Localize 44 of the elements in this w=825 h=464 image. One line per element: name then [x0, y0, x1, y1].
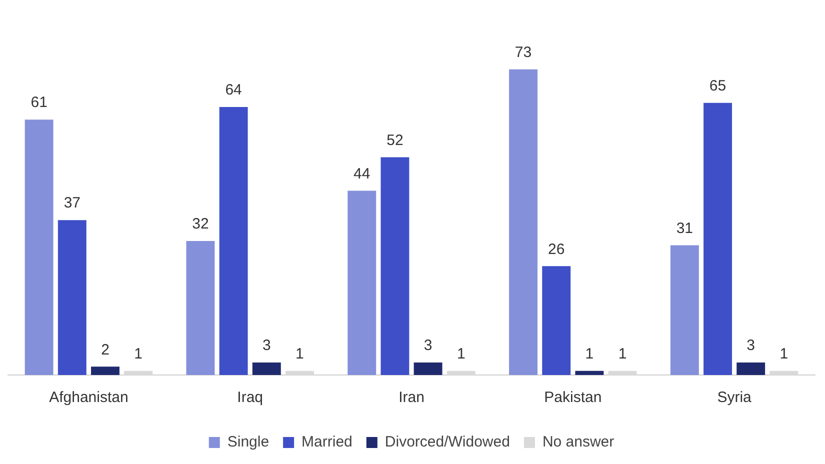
bar [704, 102, 732, 375]
bar [219, 107, 248, 375]
data-label: 1 [585, 345, 594, 362]
bar [509, 69, 538, 375]
x-tick-label: Iraq [237, 389, 264, 406]
data-label: 37 [64, 194, 80, 212]
legend-label: No answer [542, 434, 614, 451]
bar [58, 220, 86, 375]
bar [91, 366, 120, 375]
legend-label: Single [227, 434, 270, 451]
data-label: 3 [262, 337, 271, 354]
bar [542, 266, 571, 375]
bar [670, 245, 699, 375]
data-label: 1 [780, 345, 788, 362]
data-label: 1 [296, 345, 304, 362]
data-label: 32 [192, 216, 209, 233]
data-label: 31 [676, 220, 694, 237]
data-label: 73 [514, 44, 532, 61]
legend-label: Married [302, 434, 352, 451]
data-label: 2 [101, 341, 110, 358]
data-label: 1 [618, 345, 627, 362]
data-label: 26 [548, 240, 565, 258]
data-label: 61 [30, 94, 48, 112]
legend-label: Divorced/Widowed [384, 434, 510, 451]
bar [736, 362, 766, 375]
x-tick-label: Afghanistan [49, 389, 128, 406]
data-label: 64 [225, 82, 242, 99]
x-tick-label: Iran [398, 389, 424, 406]
x-tick-label: Syria [717, 389, 752, 406]
data-label: 65 [709, 77, 726, 94]
x-tick-label: Pakistan [544, 389, 602, 406]
bar [348, 190, 376, 375]
bar [24, 120, 54, 375]
data-label: 44 [354, 165, 370, 182]
bar [252, 362, 281, 375]
bar [575, 370, 604, 375]
bar [414, 362, 442, 375]
data-label: 3 [424, 337, 432, 354]
data-label: 1 [456, 345, 466, 362]
bar [186, 241, 215, 375]
data-label: 3 [746, 337, 756, 354]
data-label: 1 [134, 345, 142, 362]
bar [380, 157, 410, 375]
data-label: 52 [386, 132, 404, 149]
